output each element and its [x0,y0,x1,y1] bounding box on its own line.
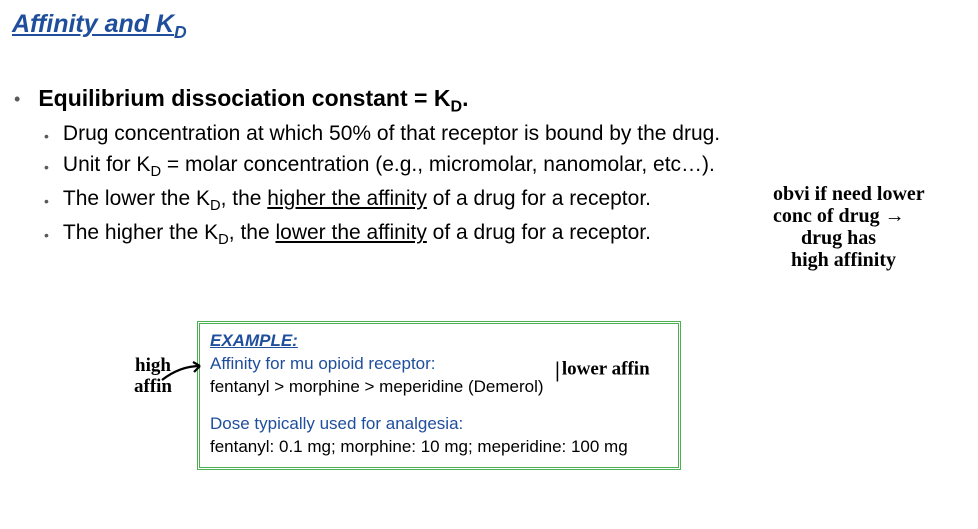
example-line-4: fentanyl: 0.1 mg; morphine: 10 mg; meper… [210,436,668,459]
sub4-u: lower the affinity [275,221,426,244]
bullet-dot-icon: • [44,193,49,209]
sub2-a: Unit for K [63,153,151,176]
sub2-sub: D [150,164,161,180]
hand-right-3: drug has [773,227,978,249]
example-box: EXAMPLE: Affinity for mu opioid receptor… [197,321,681,470]
sub-bullet-1: • Drug concentration at which 50% of tha… [44,122,720,146]
sub-bullet-4: • The higher the KD, the lower the affin… [44,221,720,248]
main-bullet-text: Equilibrium dissociation constant = KD. [38,85,468,117]
sub4-b: , the [229,221,276,244]
sub-bullet-1-text: Drug concentration at which 50% of that … [63,122,720,146]
hand-mid-text: lower affin [562,358,650,379]
bullet-dot-icon: • [14,89,20,110]
hand-right-2: conc of drug → [773,205,978,227]
sub-bullet-3: • The lower the KD, the higher the affin… [44,187,720,214]
sub4-sub: D [218,233,229,249]
sub2-b: = molar concentration (e.g., micromolar,… [161,153,715,176]
divider-icon: | [555,357,560,382]
main-bullet-sub: D [450,98,462,116]
sub3-a: The lower the K [63,187,210,210]
arrow-icon [160,360,210,384]
slide-title: Affinity and KD [12,10,187,43]
main-bullet-suffix: . [462,85,468,111]
sub-bullet-list: • Drug concentration at which 50% of tha… [44,122,720,256]
main-bullet: • Equilibrium dissociation constant = KD… [14,85,468,117]
main-bullet-prefix: Equilibrium dissociation constant = K [38,85,450,111]
bullet-dot-icon: • [44,227,49,243]
hand-right-4: high affinity [773,249,978,271]
example-line-3: Dose typically used for analgesia: [210,413,668,436]
sub-bullet-2-text: Unit for KD = molar concentration (e.g.,… [63,153,715,180]
handwriting-right: obvi if need lower conc of drug → drug h… [773,183,978,271]
sub-bullet-4-text: The higher the KD, the lower the affinit… [63,221,651,248]
handwriting-mid: |lower affin [555,358,650,382]
sub3-u: higher the affinity [267,187,427,210]
sub3-sub: D [210,198,221,214]
sub4-c: of a drug for a receptor. [427,221,651,244]
hand-right-1: obvi if need lower [773,183,978,205]
title-subscript: D [174,22,187,42]
sub-bullet-2: • Unit for KD = molar concentration (e.g… [44,153,720,180]
sub3-c: of a drug for a receptor. [427,187,651,210]
sub3-b: , the [221,187,268,210]
bullet-dot-icon: • [44,159,49,175]
title-text: Affinity and K [12,10,174,38]
sub-bullet-3-text: The lower the KD, the higher the affinit… [63,187,651,214]
spacer [210,399,668,413]
sub4-a: The higher the K [63,221,218,244]
bullet-dot-icon: • [44,128,49,144]
example-title: EXAMPLE: [210,330,668,353]
